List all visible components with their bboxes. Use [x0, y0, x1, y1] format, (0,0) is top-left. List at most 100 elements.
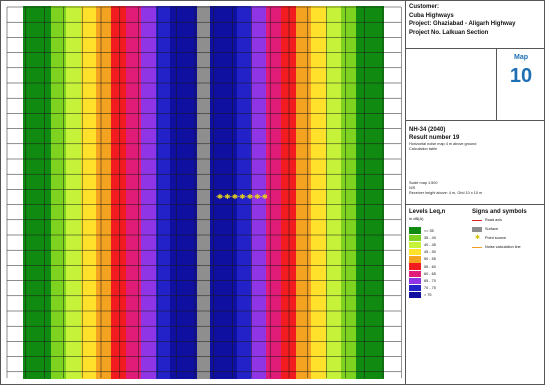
legend-sign-label: Surface — [485, 227, 499, 231]
legend-level-label: > 75 — [424, 293, 432, 298]
legend-swatch — [409, 227, 421, 234]
title-block-panel: Customer: Cuba Highways Project: Ghaziab… — [406, 0, 545, 385]
noise-band-west-5 — [96, 1, 111, 384]
noise-band-east-6 — [311, 1, 326, 384]
legend-swatch — [409, 270, 421, 277]
legend-level-row: 70 - 75 — [409, 284, 436, 292]
result-block: NH-34 (2040) Result number 19 Horizontal… — [406, 121, 544, 205]
highway-strip — [197, 1, 210, 384]
customer-name: Cuba Highways — [409, 12, 454, 19]
legend-level-row: 45 - 50 — [409, 248, 436, 256]
legend-swatch — [409, 241, 421, 249]
result-note-2: Calculation table — [409, 147, 438, 151]
result-meta-3: Receiver height above: 4 m, Grid 10 x 10… — [409, 191, 483, 195]
noise-band-east-7 — [326, 1, 341, 384]
legend-level-row: 60 - 65 — [409, 270, 436, 277]
legend-level-label: 55 - 60 — [424, 264, 436, 269]
noise-band-west-0 — [170, 1, 197, 384]
noise-band-east-5 — [296, 1, 311, 384]
legend-swatch — [409, 256, 421, 263]
legend-block: Levels Leq,n in dB(A) <= 35 35 - 40 40 - 4… — [406, 205, 544, 384]
result-meta-1: Scale map 1:500 — [409, 181, 438, 185]
legend-level-label: 60 - 65 — [424, 271, 436, 276]
map-label: Map — [514, 54, 528, 61]
customer-block: Customer: Cuba Highways Project: Ghaziab… — [406, 1, 544, 49]
customer-label: Customer: — [409, 4, 440, 10]
legend-level-label: 40 - 45 — [424, 242, 436, 247]
map-grid — [6, 6, 403, 378]
noise-band-east-9 — [356, 1, 384, 384]
box-grey-icon — [472, 226, 482, 232]
star-yellow-icon: ✱ — [475, 234, 481, 241]
line-orange-icon — [472, 245, 482, 250]
noise-band-east-4 — [281, 1, 296, 384]
levels-unit: in dB(A) — [409, 216, 424, 221]
noise-band-west-7 — [66, 1, 81, 384]
receiver-point-icon: ✱ — [247, 193, 253, 201]
result-number: Result number 19 — [409, 134, 460, 141]
map-border-margin — [1, 1, 405, 6]
noise-band-east-1 — [237, 1, 251, 384]
receiver-point-icon: ✱ — [232, 193, 238, 201]
legend-swatch — [409, 284, 421, 292]
legend-sign-label: Point source — [485, 236, 507, 240]
map-number: 10 — [509, 65, 533, 87]
legend-level-label: <= 35 — [424, 228, 434, 233]
legend-level-row: 50 - 55 — [409, 256, 436, 263]
result-note-1: Horizontal noise map 4 m above ground — [409, 142, 477, 146]
road-name: NH-34 (2040) — [409, 127, 446, 133]
noise-band-west-1 — [156, 1, 170, 384]
legend-sign-label: Noise calculation line — [485, 245, 521, 249]
map-border-margin — [1, 1, 6, 384]
line-red-icon — [472, 218, 482, 223]
legend-swatch — [409, 248, 421, 256]
result-meta-2: N/S — [409, 186, 416, 190]
legend-sign-row: ✱ Point source — [472, 234, 542, 242]
legend-level-row: 35 - 40 — [409, 234, 436, 241]
project-number: Project No. Lalkuan Section — [409, 29, 489, 36]
noise-band-west-6 — [81, 1, 96, 384]
legend-level-row: > 75 — [409, 292, 436, 299]
receiver-point-icon: ✱ — [262, 193, 268, 201]
legend-swatch — [409, 292, 421, 299]
noise-band-west-8 — [51, 1, 66, 384]
receiver-point-icon: ✱ — [225, 193, 231, 201]
legend-level-label: 45 - 50 — [424, 250, 436, 255]
legend-level-row: 55 - 60 — [409, 263, 436, 270]
receiver-point-icon: ✱ — [255, 193, 261, 201]
map-border-margin — [402, 1, 405, 384]
noise-band-west-9 — [23, 1, 51, 384]
receiver-point-icon: ✱ — [217, 193, 223, 201]
map-border-margin — [1, 379, 405, 384]
legend-sign-row: Road axis — [472, 216, 542, 224]
legend-swatch — [409, 263, 421, 270]
legend-sign-label: Road axis — [485, 218, 502, 222]
noise-map-canvas: ✱ ✱ ✱ ✱ ✱ ✱ ✱ — [1, 1, 405, 384]
legend-level-row: <= 35 — [409, 227, 436, 234]
legend-swatch — [409, 277, 421, 285]
result-meta: Scale map 1:500 N/S Receiver height abov… — [409, 181, 482, 196]
noise-band-east-2 — [251, 1, 266, 384]
noise-band-east-3 — [266, 1, 281, 384]
noise-map[interactable]: ✱ ✱ ✱ ✱ ✱ ✱ ✱ — [0, 0, 406, 385]
legend-sign-row: Surface — [472, 225, 542, 233]
noise-band-west-4 — [111, 1, 126, 384]
signs-title: Signs and symbols — [472, 209, 527, 215]
legend-level-row: 40 - 45 — [409, 241, 436, 249]
legend-level-label: 70 - 75 — [424, 286, 436, 291]
map-number-block: Map 10 — [406, 49, 544, 121]
legend-level-label: 35 - 40 — [424, 235, 436, 240]
map-number-box: Map 10 — [496, 49, 545, 120]
legend-level-label: 65 - 70 — [424, 278, 436, 283]
signs-legend: Signs and symbols Road axis Surface ✱ Point… — [472, 209, 542, 251]
noise-band-west-3 — [126, 1, 141, 384]
noise-band-east-8 — [341, 1, 356, 384]
legend-level-label: 50 - 55 — [424, 257, 436, 262]
noise-band-west-2 — [141, 1, 156, 384]
legend-swatch — [409, 234, 421, 241]
project-name: Project: Ghaziabad - Aligarh Highway — [409, 21, 516, 27]
levels-legend: <= 35 35 - 40 40 - 45 45 - 50 50 - 55 55 - 60… — [409, 227, 436, 299]
signs-list: Road axis Surface ✱ Point source Noise calcu… — [472, 216, 542, 251]
legend-level-row: 65 - 70 — [409, 277, 436, 285]
legend-sign-row: Noise calculation line — [472, 243, 542, 251]
